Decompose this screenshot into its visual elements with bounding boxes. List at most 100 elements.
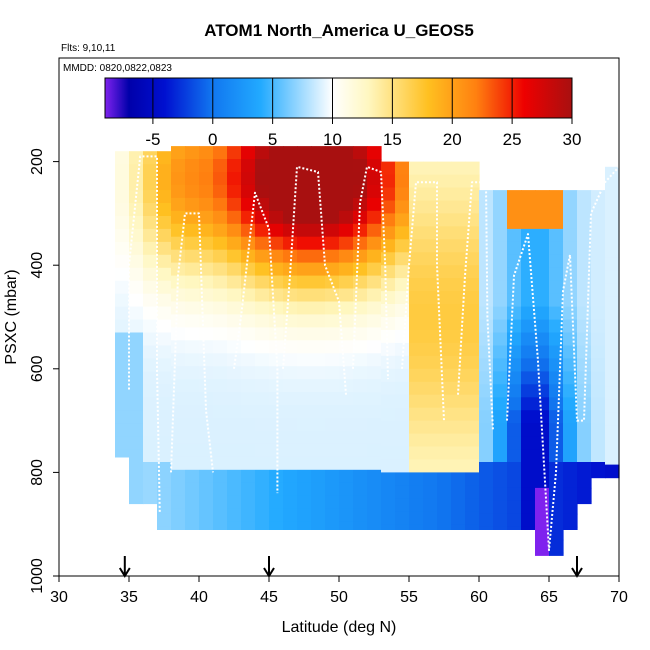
- y-tick-label: 200: [29, 148, 46, 175]
- heatmap-cell: [325, 495, 340, 510]
- heatmap-cell: [465, 381, 480, 396]
- heatmap-cell: [381, 459, 396, 473]
- heatmap-cell: [381, 420, 396, 435]
- heatmap-cell: [171, 482, 186, 497]
- heatmap-cell: [409, 226, 424, 240]
- x-tick-label: 55: [400, 589, 418, 606]
- heatmap-cell: [535, 293, 550, 308]
- heatmap-cell: [227, 223, 242, 238]
- heatmap-cell: [493, 216, 508, 230]
- heatmap-cell: [115, 345, 130, 359]
- heatmap-cell: [605, 283, 620, 297]
- heatmap-cell: [367, 146, 382, 160]
- heatmap-cell: [437, 213, 452, 227]
- heatmap-cell: [367, 210, 382, 225]
- heatmap-cell: [213, 172, 228, 186]
- heatmap-cell: [353, 184, 368, 199]
- heatmap-cell: [367, 159, 382, 173]
- x-tick-label: 45: [260, 589, 278, 606]
- heatmap-cell: [563, 526, 578, 530]
- heatmap-cell: [185, 482, 200, 497]
- heatmap-cell: [325, 262, 340, 277]
- heatmap-cell: [535, 526, 550, 541]
- heatmap-cell: [157, 203, 172, 217]
- heatmap-cell: [521, 358, 536, 372]
- heatmap-cell: [255, 379, 270, 393]
- heatmap-cell: [605, 270, 620, 284]
- heatmap-cell: [185, 301, 200, 316]
- heatmap-cell: [395, 174, 410, 189]
- heatmap-cell: [605, 296, 620, 310]
- heatmap-cell: [115, 203, 130, 217]
- heatmap-cell: [297, 521, 312, 530]
- heatmap-cell: [591, 216, 606, 230]
- heatmap-cell: [241, 327, 256, 341]
- heatmap-cell: [367, 172, 382, 186]
- heatmap-cell: [451, 355, 466, 370]
- heatmap-cell: [381, 342, 396, 357]
- heatmap-cell: [227, 521, 242, 530]
- heatmap-cell: [241, 379, 256, 393]
- heatmap-cell: [199, 353, 214, 367]
- heatmap-cell: [507, 384, 522, 398]
- heatmap-cell: [381, 407, 396, 422]
- heatmap-cell: [423, 355, 438, 370]
- heatmap-cell: [213, 301, 228, 316]
- heatmap-cell: [115, 410, 130, 424]
- heatmap-cells: [115, 146, 620, 556]
- heatmap-cell: [227, 314, 242, 328]
- heatmap-cell: [129, 164, 144, 178]
- heatmap-cell: [563, 306, 578, 321]
- heatmap-cell: [451, 291, 466, 305]
- heatmap-cell: [213, 184, 228, 199]
- heatmap-cell: [535, 397, 550, 411]
- x-axis: 30 35 40 45 50 55 60 65 70: [50, 576, 628, 606]
- heatmap-cell: [157, 177, 172, 191]
- heatmap-cell: [493, 462, 508, 476]
- heatmap-cell: [199, 431, 214, 445]
- heatmap-cell: [199, 469, 214, 484]
- heatmap-cell: [381, 485, 396, 499]
- x-tick-label: 30: [50, 589, 68, 606]
- heatmap-cell: [577, 487, 592, 502]
- flight-profile: [506, 166, 620, 552]
- heatmap-cell: [451, 213, 466, 227]
- heatmap-cell: [423, 329, 438, 344]
- heatmap-cell: [395, 278, 410, 292]
- heatmap-cell: [521, 319, 536, 334]
- heatmap-cell: [353, 172, 368, 186]
- heatmap-cell: [437, 252, 452, 266]
- heatmap-cell: [395, 265, 410, 279]
- heatmap-cell: [339, 184, 354, 199]
- heatmap-cell: [367, 288, 382, 302]
- heatmap-cell: [129, 151, 144, 165]
- heatmap-cell: [535, 436, 550, 450]
- heatmap-cell: [297, 172, 312, 186]
- heatmap-cell: [311, 146, 326, 160]
- heatmap-cell: [437, 511, 452, 525]
- colorbar-gradient: [104, 77, 573, 119]
- heatmap-cell: [367, 314, 382, 328]
- heatmap-cell: [255, 275, 270, 290]
- heatmap-cell: [493, 345, 508, 359]
- heatmap-cell: [283, 275, 298, 290]
- heatmap-cell: [255, 405, 270, 419]
- heatmap-cell: [129, 423, 144, 437]
- heatmap-cell: [591, 397, 606, 411]
- heatmap-cell: [353, 340, 368, 354]
- heatmap-cell: [241, 418, 256, 432]
- heatmap-cell: [143, 241, 158, 256]
- heatmap-cell: [549, 319, 564, 334]
- heatmap-cell: [241, 340, 256, 354]
- heatmap-cell: [451, 381, 466, 396]
- heatmap-cell: [465, 213, 480, 227]
- heatmap-cell: [283, 288, 298, 302]
- heatmap-cell: [591, 358, 606, 372]
- heatmap-cell: [423, 381, 438, 396]
- heatmap-cell: [157, 397, 172, 411]
- heatmap-cell: [381, 161, 396, 176]
- heatmap-cell: [591, 332, 606, 346]
- heatmap-cell: [255, 249, 270, 264]
- colorbar: -5 0 5 10 15 20 25 30: [104, 77, 581, 149]
- heatmap-cell: [311, 443, 326, 458]
